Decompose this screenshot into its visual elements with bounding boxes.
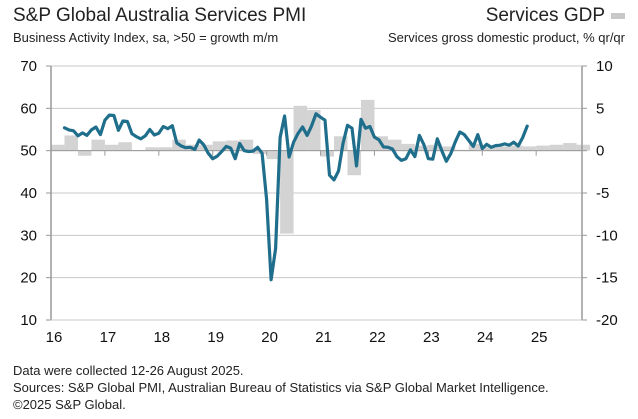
pmi-line (62, 112, 529, 282)
gdp-bar (51, 144, 65, 151)
x-tick-label: 17 (100, 329, 117, 346)
gdp-bar (226, 140, 240, 151)
tick-labels: 10 20 30 40 50 60 70 -20 -15 -10 -5 0 5 10 16 17 18 19 20 2… (20, 58, 617, 346)
gdp-bar (482, 147, 496, 151)
footer-copyright: ©2025 S&P Global. (13, 397, 126, 412)
chart-subtitle-left: Business Activity Index, sa, >50 = growt… (13, 30, 279, 45)
x-tick-label: 19 (207, 329, 224, 346)
left-tick-label: 60 (20, 100, 37, 117)
gdp-bar (91, 139, 105, 151)
right-tick-label: 10 (596, 58, 613, 75)
axes (46, 65, 587, 321)
gdp-bar (104, 144, 119, 151)
left-tick-label: 70 (20, 58, 37, 75)
right-tick-label: 5 (596, 100, 604, 117)
x-tick-label: 18 (153, 329, 170, 346)
x-tick-label: 24 (477, 329, 494, 346)
chart-title-left: S&P Global Australia Services PMI (13, 5, 307, 26)
gdp-bar (576, 144, 591, 151)
gdp-bar (145, 147, 159, 151)
right-tick-label: -10 (596, 227, 618, 244)
gdp-bar (64, 135, 78, 151)
pmi-line-group (62, 112, 529, 282)
gdp-bar (414, 145, 429, 151)
gdp-bar (387, 139, 402, 151)
gdp-bar (360, 99, 375, 151)
right-tick-label: 0 (596, 143, 604, 160)
gdp-bar (495, 146, 510, 151)
gdp-bars (51, 99, 591, 234)
chart-title-right: Services GDP (485, 5, 605, 26)
gdp-bar (536, 145, 550, 151)
gdp-bar (563, 143, 577, 151)
x-tick-label: 22 (369, 329, 386, 346)
gdp-bar (266, 150, 281, 160)
gdp-bar (118, 142, 132, 151)
gdp-bar (522, 146, 537, 151)
gdp-bar (307, 110, 321, 151)
x-tick-label: 23 (423, 329, 440, 346)
footer-notes: Data were collected 12-26 August 2025. S… (13, 362, 549, 413)
gdp-bar (401, 143, 415, 151)
gdp-bar (77, 150, 92, 156)
left-tick-label: 40 (20, 185, 37, 202)
gdp-bar (239, 139, 254, 151)
gdp-bar (441, 146, 456, 151)
x-tick-label: 20 (261, 329, 278, 346)
right-tick-label: -5 (596, 185, 609, 202)
right-tick-label: -20 (596, 312, 618, 329)
gdp-bar (468, 143, 483, 151)
right-tick-label: -15 (596, 270, 618, 287)
left-tick-label: 50 (20, 143, 37, 160)
footer-sources: Sources: S&P Global PMI, Australian Bure… (13, 380, 549, 395)
footer-collection-note: Data were collected 12-26 August 2025. (13, 363, 244, 378)
left-tick-label: 10 (20, 312, 37, 329)
legend-swatch-bar (611, 13, 625, 19)
left-tick-label: 20 (20, 270, 37, 287)
legend-services-gdp: Services GDP (486, 5, 625, 27)
gdp-bar (212, 141, 227, 151)
x-tick-label: 16 (46, 329, 63, 346)
gdp-bar (158, 147, 173, 151)
gridlines (51, 65, 582, 279)
gdp-bar (549, 144, 564, 151)
x-tick-label: 25 (531, 329, 548, 346)
x-tick-label: 21 (315, 329, 332, 346)
left-tick-label: 30 (20, 227, 37, 244)
chart-subtitle-right: Services gross domestic product, % qr/qr (388, 30, 625, 45)
gdp-bar (509, 145, 523, 151)
gdp-bar (280, 150, 294, 234)
